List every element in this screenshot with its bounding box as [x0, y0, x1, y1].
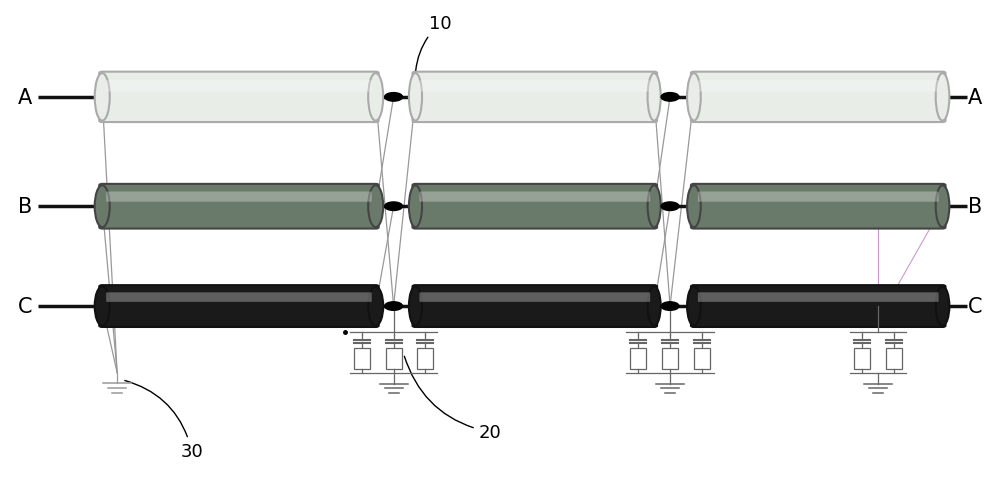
FancyBboxPatch shape — [99, 184, 379, 229]
Ellipse shape — [648, 74, 661, 121]
FancyBboxPatch shape — [691, 72, 946, 123]
Ellipse shape — [409, 186, 422, 228]
Bar — [417, 348, 433, 370]
FancyBboxPatch shape — [419, 293, 650, 302]
FancyBboxPatch shape — [99, 72, 379, 123]
FancyBboxPatch shape — [99, 286, 379, 327]
Ellipse shape — [936, 186, 949, 228]
FancyBboxPatch shape — [698, 192, 939, 202]
Bar — [886, 348, 902, 370]
Ellipse shape — [368, 186, 383, 228]
Circle shape — [661, 94, 679, 102]
FancyBboxPatch shape — [419, 192, 650, 202]
Bar — [694, 348, 710, 370]
Ellipse shape — [95, 74, 110, 121]
Ellipse shape — [687, 186, 701, 228]
FancyBboxPatch shape — [412, 184, 657, 229]
Text: 10: 10 — [416, 15, 452, 71]
Ellipse shape — [409, 287, 422, 326]
FancyBboxPatch shape — [698, 293, 939, 302]
Text: B: B — [18, 197, 32, 217]
Bar — [630, 348, 646, 370]
Text: 20: 20 — [404, 357, 501, 441]
Circle shape — [385, 302, 403, 311]
Bar — [662, 348, 678, 370]
FancyBboxPatch shape — [698, 81, 939, 93]
FancyBboxPatch shape — [412, 286, 657, 327]
FancyBboxPatch shape — [106, 293, 372, 302]
Ellipse shape — [409, 74, 422, 121]
Ellipse shape — [687, 74, 701, 121]
Ellipse shape — [936, 74, 949, 121]
Ellipse shape — [648, 186, 661, 228]
Circle shape — [661, 203, 679, 211]
Ellipse shape — [648, 287, 661, 326]
Bar — [386, 348, 402, 370]
FancyBboxPatch shape — [106, 192, 372, 202]
Text: 30: 30 — [125, 381, 203, 460]
FancyBboxPatch shape — [412, 72, 657, 123]
Text: B: B — [968, 197, 982, 217]
Bar — [854, 348, 870, 370]
FancyBboxPatch shape — [691, 184, 946, 229]
Circle shape — [385, 94, 403, 102]
Ellipse shape — [687, 287, 701, 326]
Ellipse shape — [368, 74, 383, 121]
FancyBboxPatch shape — [419, 81, 650, 93]
FancyBboxPatch shape — [691, 286, 946, 327]
Circle shape — [661, 302, 679, 311]
Ellipse shape — [95, 287, 110, 326]
Text: C: C — [968, 297, 983, 316]
Bar — [354, 348, 370, 370]
Ellipse shape — [936, 287, 949, 326]
Ellipse shape — [95, 186, 110, 228]
Text: A: A — [968, 88, 982, 108]
Circle shape — [385, 203, 403, 211]
Ellipse shape — [368, 287, 383, 326]
Text: A: A — [18, 88, 32, 108]
Text: C: C — [17, 297, 32, 316]
FancyBboxPatch shape — [106, 81, 372, 93]
